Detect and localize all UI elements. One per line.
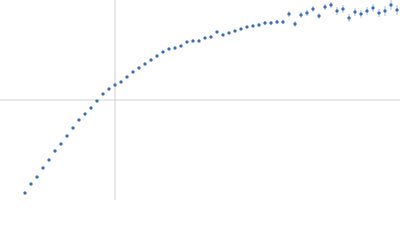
data-point (197, 39, 201, 43)
data-point (293, 22, 297, 26)
data-point (269, 21, 273, 25)
data-point (317, 14, 321, 18)
data-point (35, 175, 39, 179)
data-point (173, 46, 177, 50)
data-point (323, 5, 327, 9)
data-point (239, 27, 243, 31)
data-point (263, 21, 267, 25)
data-point (161, 50, 165, 54)
data-point (101, 92, 105, 96)
data-point (83, 112, 87, 116)
data-point (227, 31, 231, 35)
data-point (191, 39, 195, 43)
chart (0, 0, 400, 200)
data-point (209, 35, 213, 39)
data-point (89, 106, 93, 110)
data-point (41, 166, 45, 170)
data-point (113, 83, 117, 87)
data-point (395, 8, 399, 12)
data-point (23, 191, 27, 195)
data-point (341, 7, 345, 11)
data-point (335, 9, 339, 13)
data-point (257, 23, 261, 27)
data-point (95, 99, 99, 103)
data-point (245, 25, 249, 29)
data-point (203, 36, 207, 40)
data-point (59, 142, 63, 146)
data-point (311, 7, 315, 11)
data-point (167, 47, 171, 51)
data-point (131, 70, 135, 74)
data-point (155, 54, 159, 58)
data-point (251, 24, 255, 28)
data-point (365, 9, 369, 13)
data-point (347, 16, 351, 20)
data-point (65, 134, 69, 138)
data-point (53, 149, 57, 153)
data-point (179, 44, 183, 48)
data-point (275, 20, 279, 24)
data-point (119, 80, 123, 84)
data-point (281, 20, 285, 24)
data-point (47, 158, 51, 162)
data-point (305, 11, 309, 15)
data-point (137, 66, 141, 70)
data-point (389, 3, 393, 7)
data-point (233, 29, 237, 33)
data-point (71, 126, 75, 130)
data-point (221, 33, 225, 37)
data-point (359, 12, 363, 16)
data-point (107, 87, 111, 91)
data-point (215, 30, 219, 34)
data-point (29, 182, 33, 186)
data-point (377, 11, 381, 15)
data-point (299, 13, 303, 17)
data-point (125, 75, 129, 79)
data-point (287, 12, 291, 16)
data-point (329, 3, 333, 7)
data-point (185, 40, 189, 44)
data-point (383, 9, 387, 13)
data-point (143, 62, 147, 66)
data-point (149, 58, 153, 62)
data-point (371, 6, 375, 10)
data-point (77, 118, 81, 122)
data-point (353, 10, 357, 14)
